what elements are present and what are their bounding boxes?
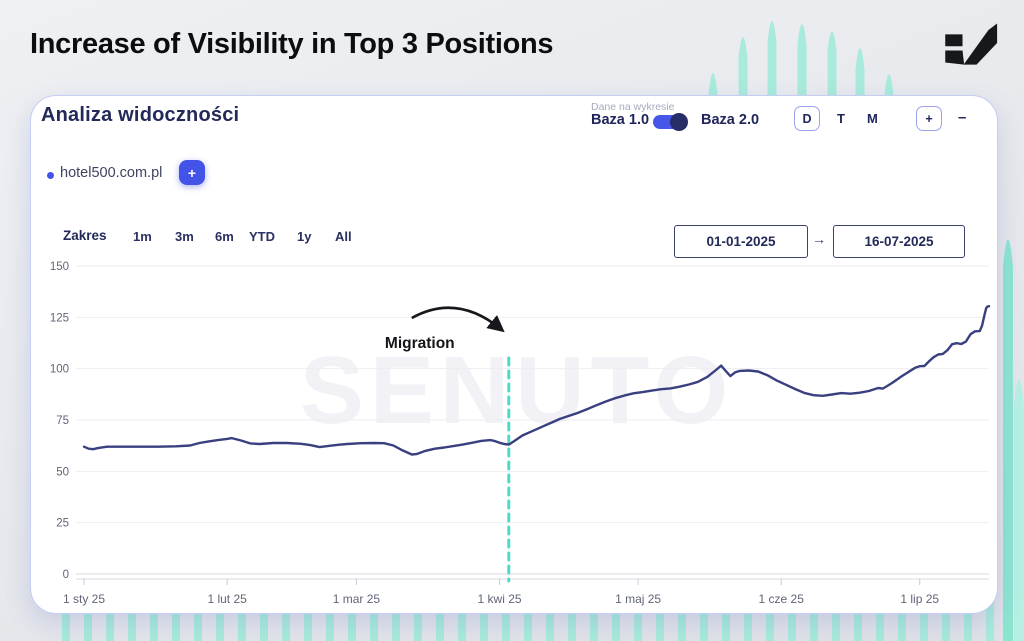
- wave-stripe: [260, 598, 268, 641]
- wave-stripe: [84, 598, 92, 641]
- x-axis-label: 1 kwi 25: [478, 592, 522, 606]
- x-axis-label: 1 mar 25: [333, 592, 381, 606]
- wave-stripe: [62, 598, 70, 641]
- wave-stripe: [854, 598, 862, 641]
- range-1m[interactable]: 1m: [133, 229, 152, 244]
- wave-stripe: [172, 598, 180, 641]
- y-axis-label: 100: [50, 364, 69, 376]
- wave-stripe: [546, 598, 554, 641]
- wave-stripe: [942, 598, 950, 641]
- wave-spike: [1003, 239, 1013, 641]
- y-axis-label: 125: [50, 312, 69, 324]
- range-1y[interactable]: 1y: [297, 229, 312, 244]
- wave-stripe: [238, 598, 246, 641]
- wave-stripe: [326, 598, 334, 641]
- wave-stripe: [656, 598, 664, 641]
- y-axis-label: 25: [56, 518, 69, 530]
- date-range-arrow-icon: →: [812, 231, 826, 247]
- x-axis-label: 1 lip 25: [900, 592, 939, 606]
- y-axis-label: 75: [56, 415, 69, 427]
- wave-stripe: [216, 598, 224, 641]
- granularity-week-button[interactable]: T: [837, 111, 845, 126]
- wave-stripe: [502, 598, 510, 641]
- toggle-knob: [670, 113, 688, 131]
- y-axis-label: 150: [50, 261, 69, 273]
- wave-spike: [1014, 379, 1024, 641]
- zoom-out-button[interactable]: –: [958, 109, 967, 126]
- granularity-day-button[interactable]: D: [794, 106, 820, 131]
- wave-stripe: [194, 598, 202, 641]
- x-axis-label: 1 maj 25: [615, 592, 661, 606]
- wave-stripe: [986, 598, 994, 641]
- wave-stripe: [832, 598, 840, 641]
- wave-stripe: [788, 598, 796, 641]
- range-3m[interactable]: 3m: [175, 229, 194, 244]
- wave-stripe: [414, 598, 422, 641]
- wave-stripe: [458, 598, 466, 641]
- page-title: Increase of Visibility in Top 3 Position…: [30, 28, 554, 60]
- date-from-input[interactable]: 01-01-2025: [674, 225, 808, 258]
- wave-stripe: [744, 598, 752, 641]
- add-domain-button[interactable]: +: [179, 160, 205, 185]
- wave-stripe: [392, 598, 400, 641]
- granularity-month-button[interactable]: M: [867, 111, 878, 126]
- dataset-label: Dane na wykresie: [591, 101, 675, 113]
- migration-annotation-label: Migration: [385, 335, 455, 352]
- visibility-series-line: [82, 305, 991, 456]
- wave-stripe: [106, 598, 114, 641]
- wave-stripe: [700, 598, 708, 641]
- wave-stripe: [568, 598, 576, 641]
- baza-1-label: Baza 1.0: [591, 112, 650, 128]
- x-axis-label: 1 cze 25: [759, 592, 805, 606]
- wave-stripe: [634, 598, 642, 641]
- wave-stripe: [150, 598, 158, 641]
- visibility-analysis-card: Analiza widoczności Dane na wykresie Baz…: [30, 95, 998, 614]
- date-to-input[interactable]: 16-07-2025: [833, 225, 965, 258]
- wave-stripe: [876, 598, 884, 641]
- wave-stripe: [128, 598, 136, 641]
- domain-legend-label[interactable]: hotel500.com.pl: [60, 165, 163, 181]
- series-color-dot: [47, 172, 54, 179]
- baza-toggle[interactable]: [653, 113, 688, 131]
- wave-stripe: [810, 598, 818, 641]
- visibility-chart: SENUTO 0 25 50 75 100 125 150 1 sty 25 1 lut 25 1 …: [31, 251, 997, 613]
- wave-stripe: [480, 598, 488, 641]
- wave-stripe: [524, 598, 532, 641]
- x-axis-label: 1 lut 25: [207, 592, 247, 606]
- range-all[interactable]: All: [335, 229, 352, 244]
- range-6m[interactable]: 6m: [215, 229, 234, 244]
- range-label: Zakres: [63, 228, 107, 243]
- wave-stripe: [436, 598, 444, 641]
- wave-stripe: [370, 598, 378, 641]
- wave-stripe: [282, 598, 290, 641]
- y-axis-label: 50: [56, 466, 69, 478]
- wave-stripe: [678, 598, 686, 641]
- wave-stripe: [722, 598, 730, 641]
- range-ytd[interactable]: YTD: [249, 229, 275, 244]
- wave-stripe: [964, 598, 972, 641]
- wave-stripe: [590, 598, 598, 641]
- card-title: Analiza widoczności: [41, 104, 240, 126]
- wave-stripe: [898, 598, 906, 641]
- wave-stripe: [766, 598, 774, 641]
- x-axis-label: 1 sty 25: [63, 592, 105, 606]
- senuto-logo-icon: [933, 16, 1005, 75]
- zoom-in-button[interactable]: +: [916, 106, 942, 131]
- watermark: SENUTO: [300, 337, 734, 444]
- baza-2-label: Baza 2.0: [701, 112, 760, 128]
- y-axis-label: 0: [63, 569, 69, 581]
- wave-stripe: [612, 598, 620, 641]
- migration-arrow-icon: [411, 306, 505, 333]
- wave-stripe: [348, 598, 356, 641]
- wave-stripe: [920, 598, 928, 641]
- wave-stripe: [304, 598, 312, 641]
